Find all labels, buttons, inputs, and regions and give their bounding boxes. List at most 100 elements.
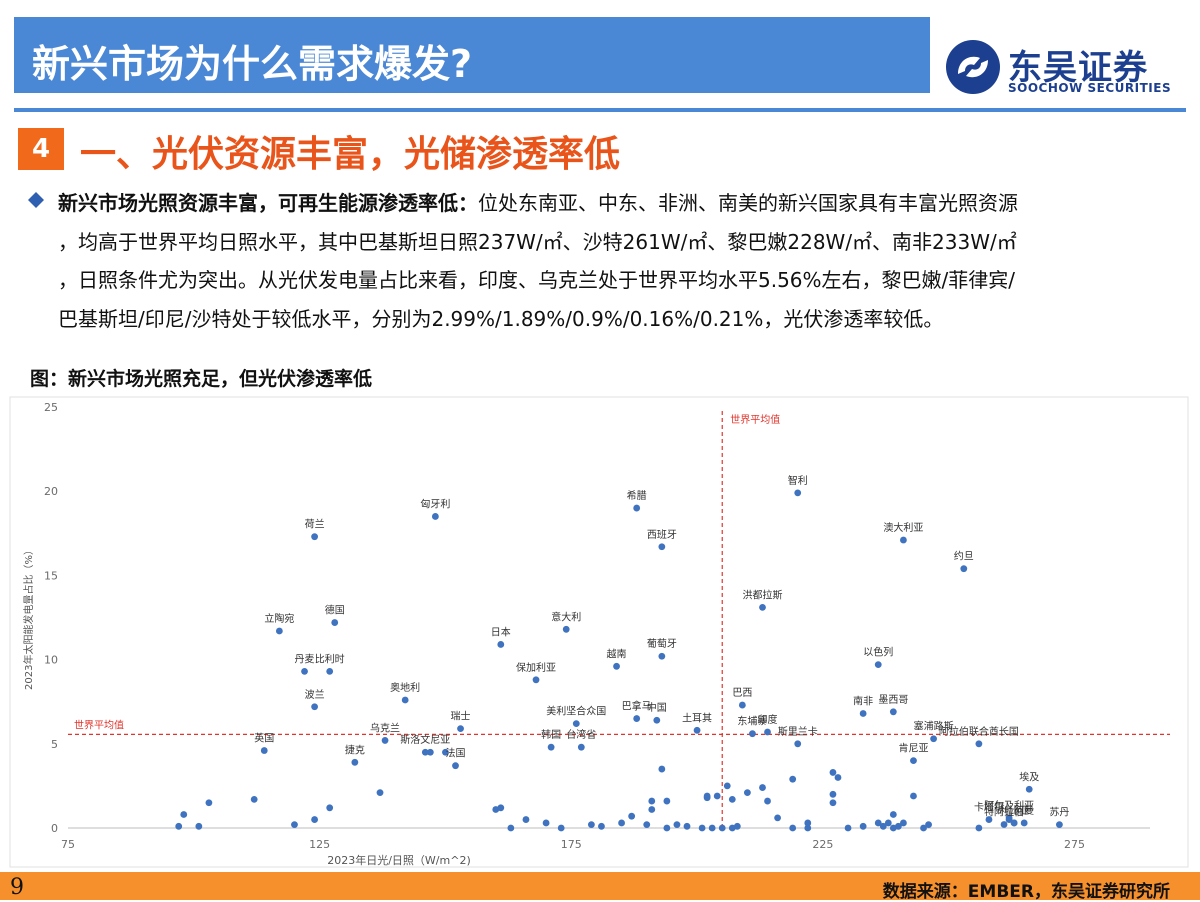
scatter-point: [925, 821, 932, 829]
point-label: 苏丹: [1049, 806, 1069, 819]
scatter-point: [663, 797, 671, 805]
point-label: 墨西哥: [878, 694, 908, 706]
scatter-point: [834, 774, 842, 781]
scatter-point-labeled: [562, 625, 570, 633]
point-label: 印度: [758, 713, 778, 726]
point-label: 肯尼亚: [898, 742, 928, 755]
scatter-point: [658, 765, 666, 773]
scatter-point-labeled: [1056, 821, 1063, 829]
scatter-point: [829, 799, 837, 807]
scatter-point-labeled: [577, 743, 585, 751]
scatter-point-labeled: [431, 513, 439, 520]
scatter-point-labeled: [794, 489, 802, 497]
point-label: 荷兰: [305, 518, 325, 531]
point-label: 立陶宛: [264, 612, 294, 625]
scatter-point-labeled: [452, 762, 459, 770]
point-label: 法国: [446, 747, 466, 760]
scatter-point: [205, 799, 213, 807]
y-tick-label: 15: [44, 569, 58, 582]
point-label: 以色列: [863, 646, 893, 659]
point-label: 特阿拉伯: [984, 805, 1024, 818]
scatter-point: [900, 819, 907, 827]
scatter-point-labeled: [275, 627, 283, 635]
point-label: 匈牙利: [420, 497, 450, 510]
point-label: 葡萄牙: [647, 637, 677, 650]
scatter-point-labeled: [930, 735, 937, 743]
scatter-point: [759, 784, 766, 791]
scatter-point: [859, 822, 867, 830]
point-label: 希腊: [627, 489, 647, 502]
scatter-point-labeled: [381, 737, 389, 744]
scatter-point: [648, 806, 656, 813]
scatter-point-labeled: [421, 748, 429, 756]
scatter-point: [910, 792, 917, 800]
scatter-point: [723, 782, 731, 790]
world-average-vertical-label: 世界平均值: [730, 413, 780, 426]
point-label: 意大利: [551, 610, 581, 623]
point-label: 瑞士: [451, 710, 471, 723]
scatter-point-labeled: [658, 652, 666, 660]
y-axis-title: 2023年太阳能发电量占比（%）: [22, 545, 35, 690]
scatter-point-labeled: [960, 565, 968, 573]
scatter-point: [844, 824, 852, 832]
scatter-point: [894, 822, 902, 830]
scatter-point-labeled: [1000, 821, 1008, 828]
scatter-point-labeled: [572, 720, 580, 727]
scatter-point: [195, 822, 203, 830]
scatter-point: [884, 819, 892, 827]
point-label: 巴西: [732, 687, 752, 699]
point-label: 洪都拉斯: [742, 588, 782, 601]
scatter-point: [829, 769, 837, 776]
point-label: 中国: [647, 701, 667, 714]
logo-chinese-name: 东吴证券: [1008, 48, 1148, 88]
scatter-point-labeled: [653, 716, 661, 724]
y-tick-label: 10: [44, 654, 58, 667]
scatter-point: [804, 824, 812, 832]
x-tick-label: 175: [561, 838, 582, 851]
scatter-chart: 0 5 10 15 20 25 75 125 175 225 275 2023年日光/日照（W/m^2…: [9, 396, 1189, 868]
x-tick-label: 125: [309, 838, 330, 851]
scatter-point-labeled: [457, 725, 464, 733]
y-tick-label: 0: [51, 822, 58, 835]
scatter-point-labeled: [900, 536, 907, 544]
point-label: 东埔寨: [737, 715, 767, 728]
scatter-point: [743, 789, 751, 797]
scatter-point-labeled: [301, 667, 308, 675]
point-label: 比利时: [315, 653, 345, 665]
summary-paragraph: 新兴市场光照资源丰富，可再生能源渗透率低：位处东南亚、中东、非洲、南美的新兴国家…: [58, 184, 1188, 339]
scatter-point-labeled: [633, 504, 641, 512]
scatter-point: [587, 821, 595, 829]
scatter-point-labeled: [658, 543, 666, 551]
scatter-point-labeled: [1010, 819, 1018, 827]
scatter-point: [728, 795, 736, 803]
scatter-point-labeled: [749, 730, 756, 738]
paragraph-line-3: ，日照条件尤为突出。从光伏发电量占比来看，印度、乌克兰处于世界平均水平5.56%…: [58, 268, 1016, 293]
figure-caption: 图：新兴市场光照充足，但光伏渗透率低: [30, 368, 373, 390]
paragraph-lead: 新兴市场光照资源丰富，可再生能源渗透率低：: [58, 191, 478, 215]
scatter-point-labeled: [633, 715, 641, 722]
world-average-horizontal-label: 世界平均值: [74, 718, 124, 731]
footer-bar: [0, 872, 1200, 900]
point-label: 乌克兰: [370, 721, 400, 734]
point-label: 保加利亚: [516, 661, 556, 674]
point-label: 捷克: [345, 743, 365, 756]
scatter-point: [829, 790, 837, 798]
point-label: 美利坚合众国: [546, 705, 606, 718]
scatter-point: [250, 795, 258, 803]
scatter-point: [175, 822, 183, 830]
scatter-point-labeled: [764, 728, 771, 736]
scatter-point: [522, 816, 530, 823]
scatter-point: [713, 792, 721, 800]
point-label: 智利: [788, 474, 808, 487]
scatter-point: [618, 819, 625, 827]
scatter-point: [442, 748, 449, 756]
y-tick-label: 20: [44, 485, 58, 498]
scatter-point-labeled: [1005, 814, 1013, 822]
point-label: 阿拉伯联合酋长国: [939, 725, 1019, 738]
scatter-point: [683, 822, 691, 830]
scatter-point: [311, 816, 318, 823]
scatter-point: [497, 804, 505, 812]
point-label: 德国: [325, 604, 345, 617]
point-label: 日本: [491, 625, 511, 638]
scatter-point: [789, 775, 797, 783]
